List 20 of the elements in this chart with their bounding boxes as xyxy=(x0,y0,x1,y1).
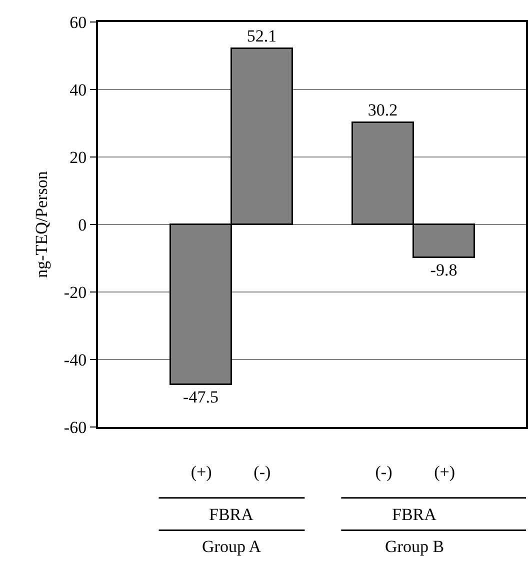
x-tick-label: (+) xyxy=(190,462,212,482)
y-tick-label: -40 xyxy=(64,350,87,370)
y-tick-label: 40 xyxy=(70,80,87,100)
text: FBRA xyxy=(209,505,254,524)
text: FBRA xyxy=(392,505,438,524)
y-tick-label: 0 xyxy=(78,215,87,234)
data-label: 52.1 xyxy=(246,26,277,46)
data-label: 30.2 xyxy=(368,100,398,120)
x-tick-label: (-) xyxy=(375,462,392,482)
x-tick-label: (+) xyxy=(434,462,455,482)
data-label: -47.5 xyxy=(183,387,218,406)
y-tick-label: -20 xyxy=(64,282,87,302)
y-tick-label: 20 xyxy=(70,148,87,167)
y-tick-label: 60 xyxy=(70,12,87,32)
text: Group B xyxy=(385,537,444,556)
y-tick-label: -60 xyxy=(64,418,87,437)
y-axis-title: ng-TEQ/Person xyxy=(32,170,51,278)
x-tick-label: (-) xyxy=(254,462,271,482)
text: Group A xyxy=(202,537,262,556)
data-label: -9.8 xyxy=(430,260,458,280)
